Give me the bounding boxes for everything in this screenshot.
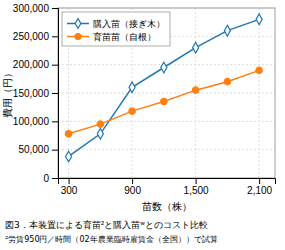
tick: 2,100 [247,178,272,196]
tick-label: 150,000 [13,88,50,99]
tick: 150,000 [13,88,58,99]
plot: 300 900 1,500 2,100 0 50,000 100,000 150,000 200… [13,3,276,212]
legend-marker [75,34,81,40]
tick: 250,000 [13,31,58,42]
tick-mark [52,93,58,94]
tick-label: 900 [124,185,141,196]
point [224,78,230,84]
tick: 900 [124,178,141,196]
point [66,151,72,162]
point [161,98,167,104]
axis-line [59,179,276,185]
tick-mark [52,150,58,151]
x-axis-label: 苗数（株） [142,201,192,212]
x-axis: 300 900 1,500 2,100 [59,178,276,196]
legend-item: 育苗苗（自根） [67,32,156,42]
point [192,87,198,93]
tick-label: 1,500 [184,185,209,196]
legend-item: 購入苗（接ぎ木） [67,19,165,29]
tick: 300,000 [13,3,58,14]
legend-label: 育苗苗（自根） [93,32,156,42]
tick: 300 [61,178,78,196]
y-axis-label: 費用（円） [2,68,13,118]
tick-label: 200,000 [13,59,50,70]
tick-mark [52,65,58,66]
legend-box [62,12,170,46]
tick: 0 [43,173,58,184]
grid-line [58,121,275,122]
grid [58,8,275,178]
plot-frame [58,8,275,178]
point [193,42,199,53]
series-line [69,70,260,133]
point [129,108,135,114]
point [97,129,103,140]
point [161,62,167,73]
tick-mark [52,36,58,37]
legend: 購入苗（接ぎ木） 育苗苗（自根） [62,12,170,46]
point [256,14,262,25]
tick-label: 0 [43,173,49,184]
point [97,121,103,127]
legend-label: 購入苗（接ぎ木） [93,19,165,29]
point [129,82,135,93]
tick-label: 2,100 [247,185,272,196]
tick-label: 50,000 [18,144,49,155]
point [65,131,71,137]
tick-label: 300 [61,185,78,196]
axis-line [52,9,59,179]
title: 図3．本装置による育苗²と購入苗ʷとのコスト比較 [5,220,208,230]
tick-mark [69,178,70,184]
tick-label: 100,000 [13,116,50,127]
tick-mark [259,178,260,184]
tick-label: 250,000 [13,31,50,42]
point [256,67,262,73]
tick-mark [132,178,133,184]
tick: 100,000 [13,116,58,127]
tick-label: 300,000 [13,3,50,14]
legend-marker [75,19,81,29]
tick-mark [52,178,58,179]
tick-mark [52,121,58,122]
tick-mark [196,178,197,184]
tick: 50,000 [18,144,58,155]
grid-line [58,149,275,150]
chart: 300 900 1,500 2,100 0 50,000 100,000 150,000 200… [0,0,285,250]
tick-mark [52,8,58,9]
y-axis: 0 50,000 100,000 150,000 200,000 250,000 300,0… [13,3,59,184]
tick: 200,000 [13,59,58,70]
grid-line [58,93,275,94]
tick: 1,500 [184,178,209,196]
annotation: ²労賃950円／時間（02年農業臨時雇賃金（全国））で試算 [5,235,218,244]
point [224,25,230,36]
